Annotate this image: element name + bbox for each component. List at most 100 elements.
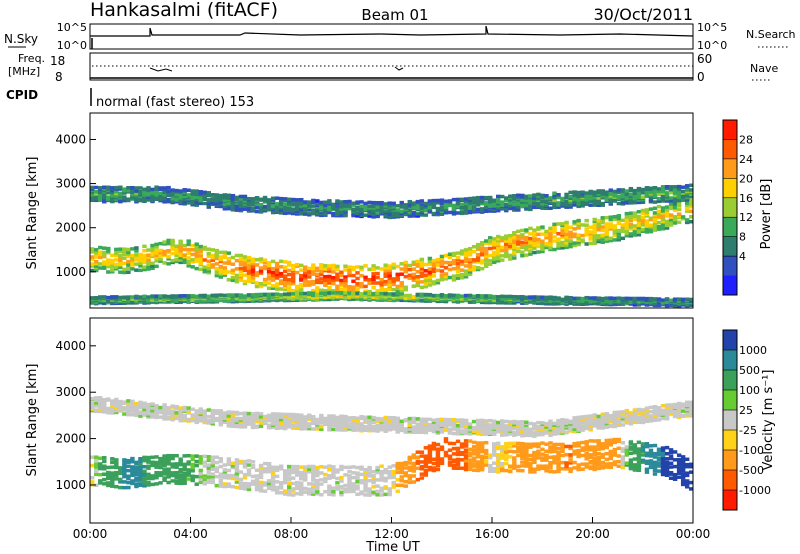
data-cell: [246, 260, 252, 265]
data-cell: [463, 467, 469, 472]
data-cell: [459, 294, 465, 298]
data-cell: [270, 471, 276, 476]
data-cell: [170, 404, 175, 408]
data-cell: [644, 296, 650, 301]
data-cell: [238, 269, 244, 274]
data-cell: [688, 188, 694, 192]
data-cell: [242, 255, 248, 259]
data-cell: [146, 262, 151, 266]
data-cell: [576, 197, 581, 201]
data-cell: [463, 448, 469, 452]
data-cell: [319, 200, 324, 205]
data-cell: [102, 464, 107, 468]
nave-blip-1: [149, 67, 173, 72]
data-cell: [242, 197, 248, 201]
data-cell: [415, 199, 421, 204]
data-cell: [154, 482, 159, 486]
data-cell: [126, 399, 131, 403]
data-cell: [596, 447, 601, 451]
data-cell: [291, 292, 296, 296]
data-cell: [556, 461, 561, 466]
data-cell: [423, 457, 429, 461]
data-cell: [214, 251, 220, 256]
data-cell: [616, 237, 622, 242]
data-cell: [395, 210, 400, 215]
data-cell: [246, 484, 252, 489]
data-cell: [178, 481, 183, 486]
data-cell: [544, 298, 549, 302]
y-tick-label: 4000: [55, 132, 86, 146]
data-cell: [668, 196, 674, 200]
data-cell: [347, 465, 352, 470]
data-cell: [222, 204, 228, 208]
data-cell: [471, 258, 477, 262]
data-cell: [532, 201, 537, 205]
data-cell: [246, 468, 252, 472]
data-cell: [492, 204, 497, 208]
data-cell: [339, 464, 344, 469]
data-cell: [492, 198, 497, 203]
data-cell: [162, 252, 167, 256]
data-cell: [319, 464, 324, 469]
data-cell: [600, 446, 605, 451]
data-cell: [536, 467, 541, 471]
data-cell: [471, 265, 477, 269]
data-cell: [576, 454, 581, 459]
data-cell: [411, 211, 417, 215]
data-cell: [158, 465, 163, 470]
data-cell: [182, 467, 187, 472]
data-cell: [483, 241, 489, 245]
data-cell: [504, 236, 509, 241]
data-cell: [496, 253, 501, 258]
data-cell: [130, 267, 135, 271]
data-cell: [94, 190, 99, 194]
data-cell: [676, 198, 682, 203]
data-cell: [455, 251, 461, 255]
data-cell: [580, 448, 585, 453]
data-cell: [680, 185, 686, 189]
data-cell: [427, 205, 433, 209]
data-cell: [134, 193, 139, 197]
data-cell: [668, 465, 674, 469]
data-cell: [355, 465, 360, 470]
data-cell: [134, 249, 139, 253]
data-cell: [520, 464, 525, 468]
data-cell: [186, 193, 191, 197]
data-cell: [170, 238, 175, 243]
data-cell: [407, 208, 412, 212]
data-cell: [528, 236, 533, 241]
data-cell: [664, 185, 670, 189]
data-cell: [110, 301, 115, 305]
data-cell: [644, 470, 650, 474]
data-cell: [608, 440, 613, 445]
data-cell: [134, 268, 139, 272]
data-cell: [624, 447, 630, 452]
data-cell: [110, 478, 115, 483]
data-cell: [403, 263, 408, 268]
data-cell: [552, 447, 557, 452]
data-cell: [431, 261, 437, 265]
data-cell: [572, 444, 577, 448]
data-cell: [94, 458, 99, 462]
data-cell: [592, 241, 597, 246]
data-cell: [266, 269, 272, 274]
data-cell: [106, 483, 111, 488]
data-cell: [688, 487, 694, 491]
data-cell: [198, 461, 203, 465]
data-cell: [467, 262, 473, 267]
data-cell: [636, 186, 642, 191]
data-cell: [134, 401, 139, 406]
data-cell: [291, 263, 296, 268]
data-cell: [162, 240, 167, 244]
data-cell: [94, 195, 99, 200]
data-cell: [371, 212, 376, 216]
data-cell: [540, 441, 545, 445]
data-cell: [520, 441, 525, 446]
power-ylabel: Slant Range [km]: [25, 157, 40, 270]
data-cell: [624, 296, 630, 301]
data-cell: [664, 468, 670, 472]
data-cell: [286, 296, 292, 301]
data-cell: [628, 445, 634, 450]
data-cell: [323, 291, 328, 295]
data-cell: [556, 231, 561, 236]
